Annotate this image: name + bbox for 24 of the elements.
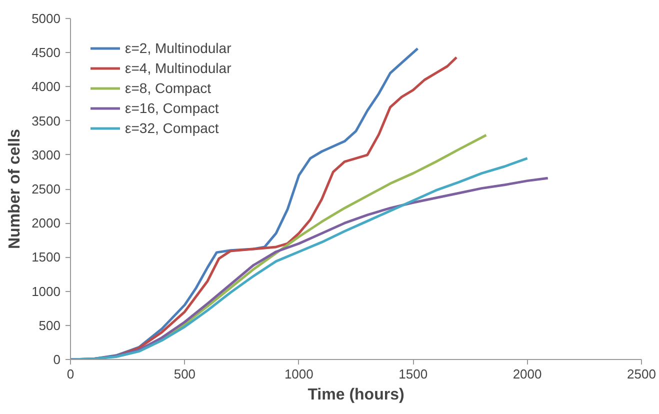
x-tick-label: 0 <box>66 366 74 382</box>
legend-label: ε=32, Compact <box>125 120 219 136</box>
y-tick-label: 3000 <box>32 147 60 162</box>
y-tick-label: 500 <box>38 318 61 333</box>
legend-label: ε=16, Compact <box>125 100 219 116</box>
y-tick-label: 2500 <box>32 182 60 196</box>
x-tick-label: 1000 <box>284 366 314 382</box>
legend-label: ε=4, Multinodular <box>125 60 232 76</box>
x-tick-label: 2000 <box>512 366 542 382</box>
y-tick-label: 4000 <box>32 79 60 94</box>
y-tick-label: 1000 <box>32 284 60 299</box>
y-tick-label: 0 <box>53 352 61 367</box>
legend-label: ε=8, Compact <box>125 80 212 96</box>
y-tick-label: 1500 <box>32 250 60 265</box>
legend-label: ε=2, Multinodular <box>125 40 232 56</box>
x-axis-title: Time (hours) <box>308 386 404 404</box>
y-axis-title: Number of cells <box>6 128 24 250</box>
y-tick-label: 3500 <box>32 113 60 128</box>
y-tick-label: 2000 <box>32 216 60 231</box>
x-tick-label: 500 <box>174 366 196 382</box>
x-tick-label: 1500 <box>398 366 428 382</box>
x-tick-label: 2500 <box>627 366 656 382</box>
y-tick-label: 5000 <box>32 11 60 26</box>
y-tick-label: 4500 <box>32 45 60 60</box>
